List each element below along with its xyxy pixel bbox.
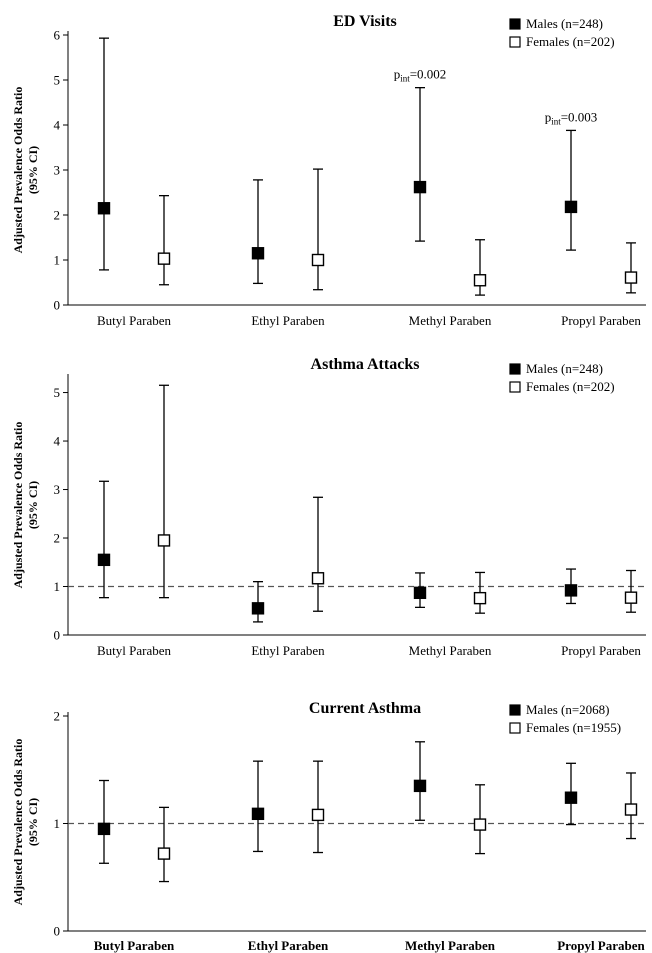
legend-label: Females (n=202) xyxy=(526,379,615,394)
legend-marker-open xyxy=(509,381,521,393)
legend-marker-filled xyxy=(509,18,521,30)
annotation-p: p xyxy=(545,109,552,124)
y-axis-label-line1: Adjusted Prevalence Odds Ratio xyxy=(11,87,25,254)
legend-marker-open xyxy=(509,722,521,734)
y-tick-label: 2 xyxy=(54,709,61,724)
legend-label: Males (n=2068) xyxy=(526,702,610,717)
point-males xyxy=(564,584,578,597)
category-label: Butyl Paraben xyxy=(94,938,175,953)
y-axis-label: Adjusted Prevalence Odds Ratio(95% CI) xyxy=(11,87,40,254)
legend-marker-filled xyxy=(509,363,521,375)
y-tick-label: 0 xyxy=(54,298,61,313)
panel-title: Asthma Attacks xyxy=(311,356,420,373)
panel-title: Current Asthma xyxy=(309,700,421,717)
category-label: Butyl Paraben xyxy=(97,313,172,328)
category-label: Butyl Paraben xyxy=(97,643,172,658)
legend-label: Males (n=248) xyxy=(526,16,603,31)
category-label: Methyl Paraben xyxy=(409,313,492,328)
point-females xyxy=(624,591,638,604)
y-tick-label: 4 xyxy=(54,434,61,449)
point-females xyxy=(311,572,325,585)
point-males xyxy=(564,791,578,804)
y-tick-label: 1 xyxy=(54,579,61,594)
annotation-p: p xyxy=(394,67,401,82)
point-females xyxy=(311,253,325,267)
annotation-value: =0.002 xyxy=(410,67,447,82)
point-females xyxy=(473,274,487,287)
y-axis-label-line1: Adjusted Prevalence Odds Ratio xyxy=(11,422,25,589)
point-males xyxy=(97,822,111,836)
p-interaction-annotation: pint=0.002 xyxy=(394,67,447,84)
category-label: Methyl Paraben xyxy=(409,643,492,658)
y-axis-label-line2: (95% CI) xyxy=(26,146,40,194)
point-males xyxy=(413,779,427,793)
y-tick-label: 1 xyxy=(54,253,61,268)
point-females xyxy=(473,818,487,831)
point-males xyxy=(413,586,427,600)
y-axis-label-line1: Adjusted Prevalence Odds Ratio xyxy=(11,739,25,906)
category-label: Propyl Paraben xyxy=(561,313,641,328)
y-tick-label: 6 xyxy=(54,28,61,43)
legend-marker-open xyxy=(509,36,521,48)
y-tick-label: 5 xyxy=(54,385,61,400)
point-males xyxy=(251,247,265,260)
y-tick-label: 1 xyxy=(54,816,61,831)
panel-title: ED Visits xyxy=(333,13,397,30)
panel-1: ED Visits Adjusted Prevalence Odds Ratio(… xyxy=(11,13,646,328)
legend-label: Males (n=248) xyxy=(526,361,603,376)
y-tick-label: 0 xyxy=(54,924,61,939)
point-males xyxy=(413,180,427,194)
y-tick-label: 5 xyxy=(54,73,61,88)
annotation-subscript: int xyxy=(551,116,561,126)
legend-marker-filled xyxy=(509,704,521,716)
category-label: Propyl Paraben xyxy=(561,643,641,658)
panel-3: Current Asthma Adjusted Prevalence Odds R… xyxy=(11,700,646,953)
point-females xyxy=(624,803,638,816)
category-label: Propyl Paraben xyxy=(557,938,645,953)
category-label: Ethyl Paraben xyxy=(251,643,325,658)
y-tick-label: 3 xyxy=(54,163,61,178)
point-males xyxy=(251,602,265,615)
category-label: Ethyl Paraben xyxy=(248,938,329,953)
y-tick-label: 2 xyxy=(54,208,61,223)
annotation-value: =0.003 xyxy=(561,109,598,124)
y-axis-label-line2: (95% CI) xyxy=(26,798,40,846)
y-tick-label: 4 xyxy=(54,118,61,133)
point-females xyxy=(157,252,171,265)
category-label: Methyl Paraben xyxy=(405,938,496,953)
point-males xyxy=(97,202,111,215)
point-females xyxy=(157,847,171,860)
point-females xyxy=(157,534,171,547)
point-males xyxy=(564,200,578,214)
y-tick-label: 2 xyxy=(54,531,61,546)
y-axis-label: Adjusted Prevalence Odds Ratio(95% CI) xyxy=(11,739,40,906)
point-males xyxy=(251,807,265,821)
y-tick-label: 3 xyxy=(54,482,61,497)
legend-label: Females (n=202) xyxy=(526,34,615,49)
y-tick-label: 0 xyxy=(54,628,61,643)
p-interaction-annotation: pint=0.003 xyxy=(545,109,598,126)
panel-2: Asthma Attacks Adjusted Prevalence Odds R… xyxy=(11,356,646,658)
point-females xyxy=(624,271,638,284)
y-axis-label: Adjusted Prevalence Odds Ratio(95% CI) xyxy=(11,422,40,589)
category-label: Ethyl Paraben xyxy=(251,313,325,328)
point-females xyxy=(473,591,487,605)
legend-label: Females (n=1955) xyxy=(526,720,621,735)
point-females xyxy=(311,808,325,822)
point-males xyxy=(97,553,111,567)
annotation-subscript: int xyxy=(400,74,410,84)
y-axis-label-line2: (95% CI) xyxy=(26,481,40,529)
